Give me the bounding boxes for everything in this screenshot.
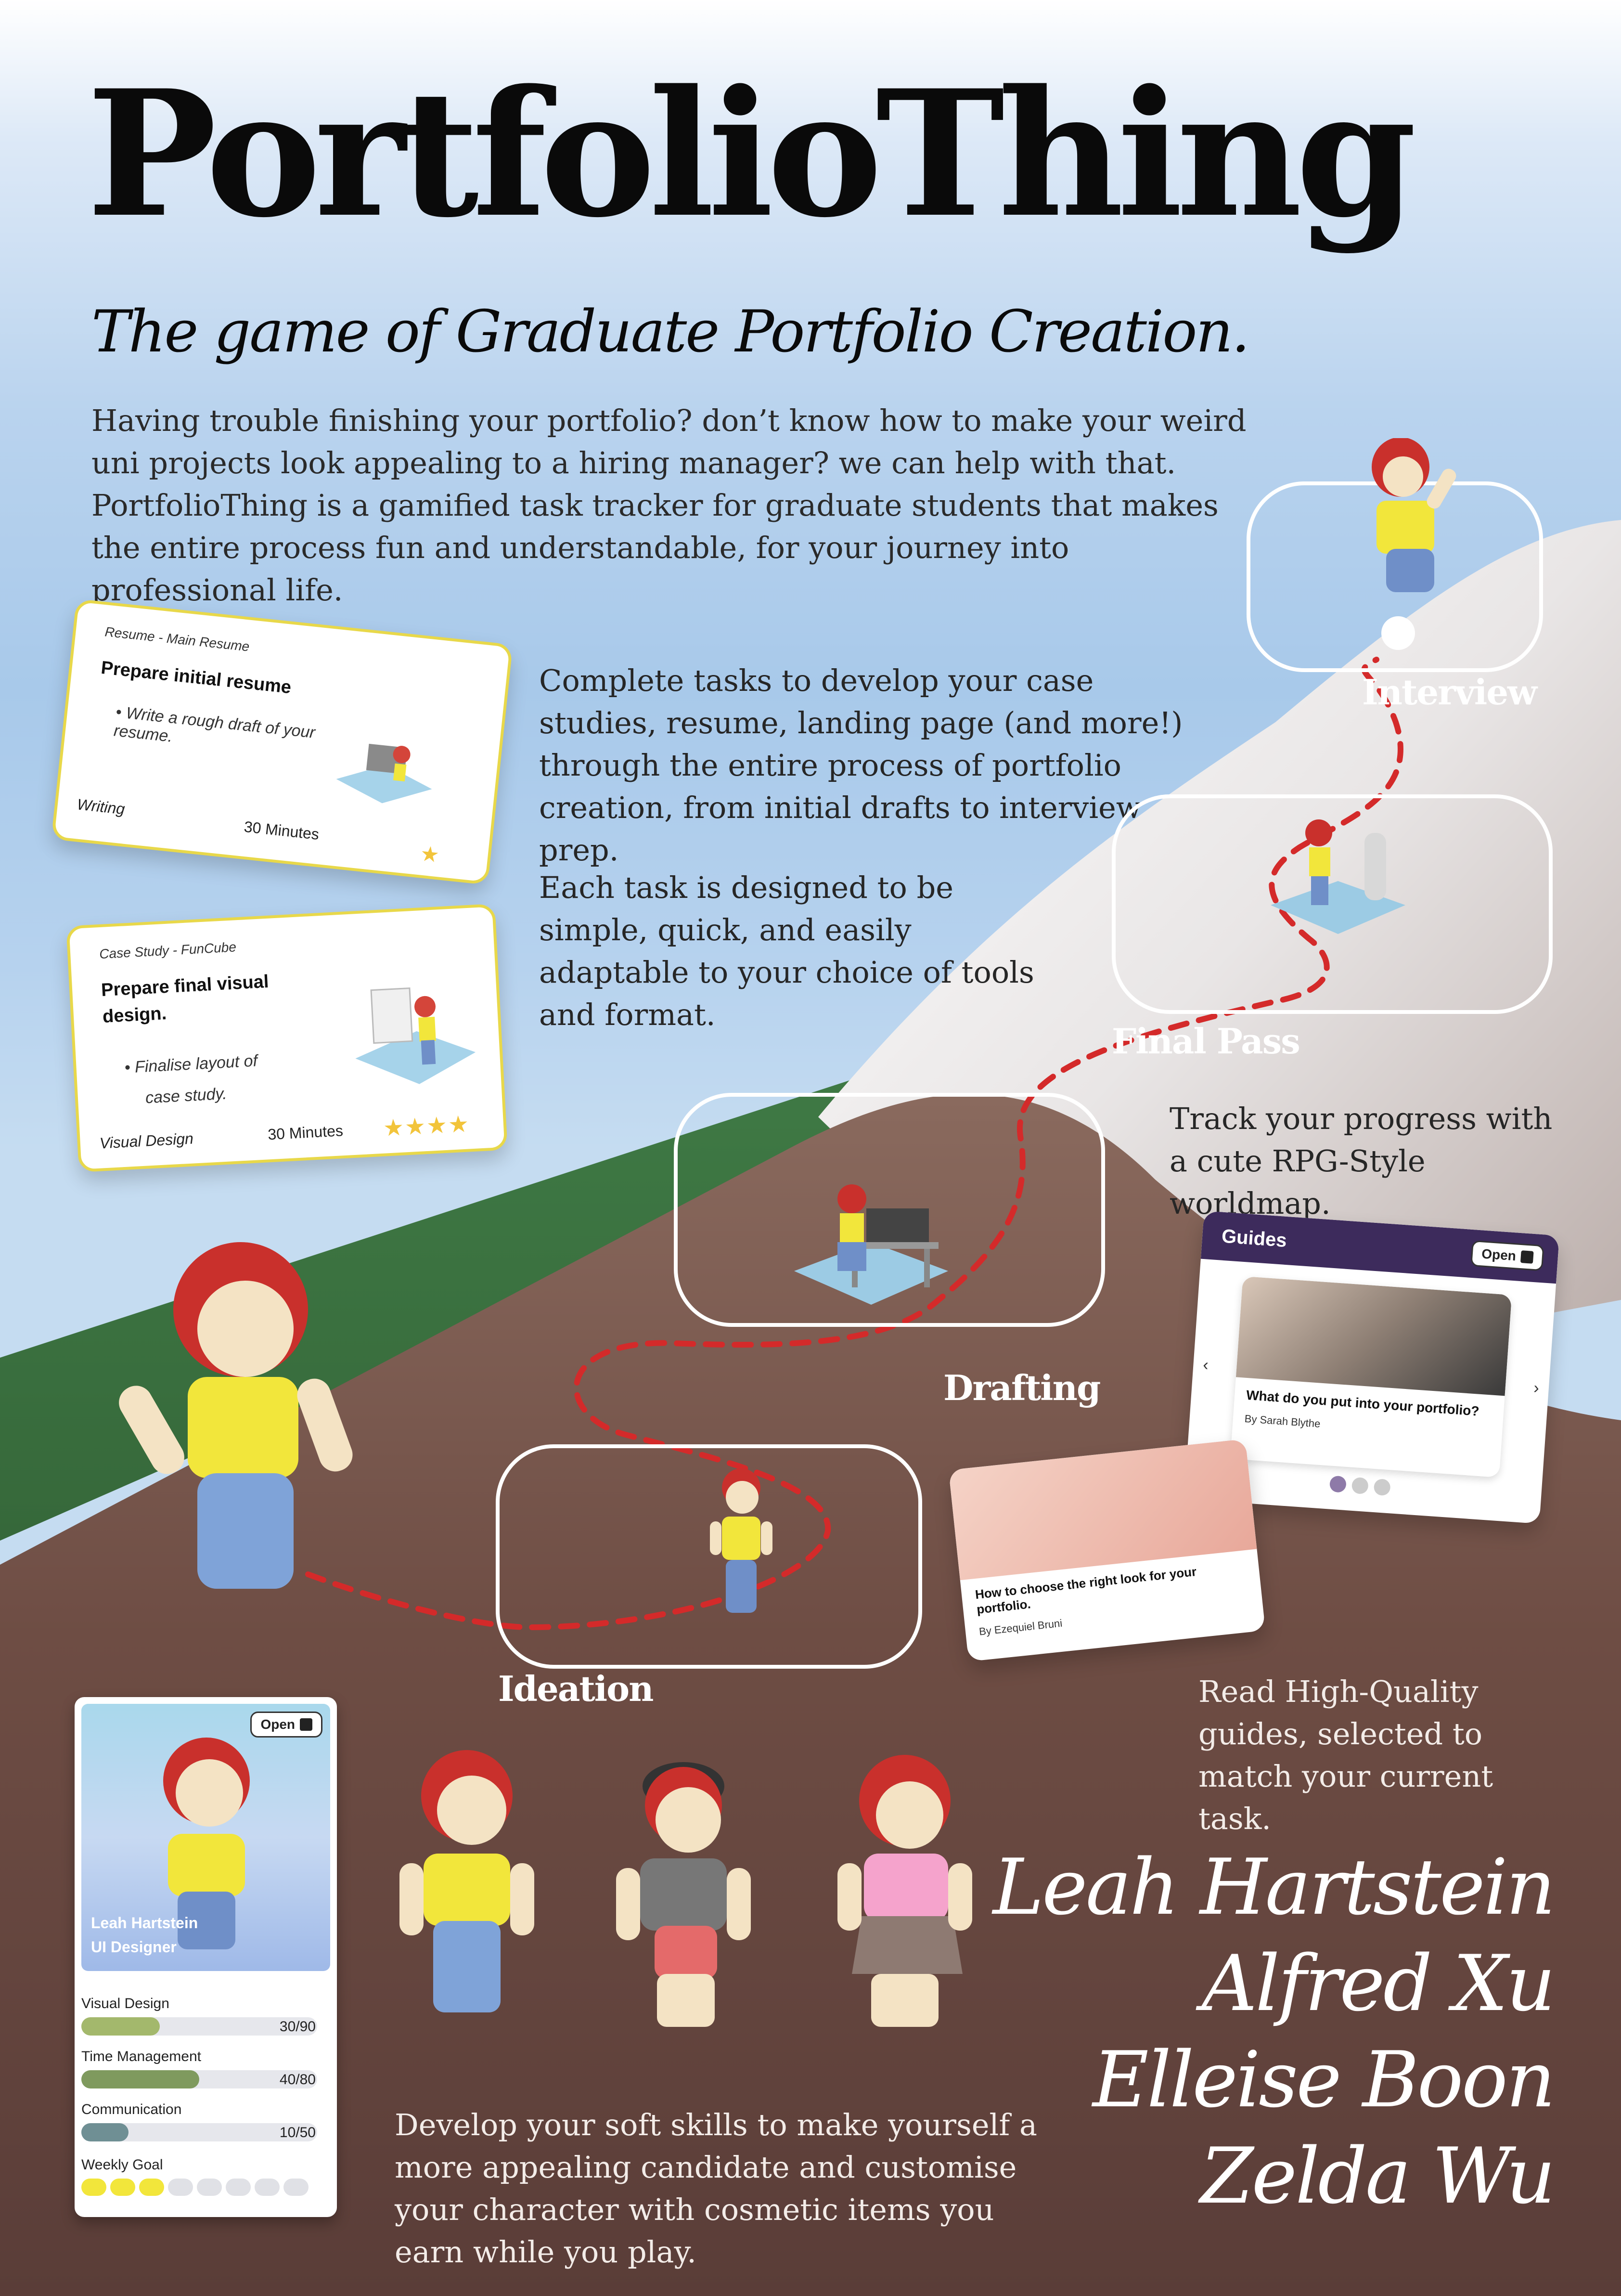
character-ideation <box>703 1464 780 1629</box>
guides-title: Guides <box>1221 1225 1288 1251</box>
tasks-description: Complete tasks to develop your case stud… <box>539 663 1183 868</box>
external-link-icon <box>300 1718 312 1731</box>
character-lineup <box>395 1748 1001 2058</box>
avatar <box>163 1738 250 1949</box>
task-duration: 30 Minutes <box>243 817 320 843</box>
weekly-goal-row: Weekly Goal <box>75 2157 337 2205</box>
team-names: Leah Hartstein Alfred Xu Elleise Boon Ze… <box>992 1839 1556 2224</box>
skill-value: 40/80 <box>279 2072 316 2088</box>
task-duration: 30 Minutes <box>267 1122 344 1143</box>
stage-frame-final-pass[interactable] <box>1112 794 1553 1014</box>
team-member: Zelda Wu <box>1200 2131 1556 2221</box>
team-member: Elleise Boon <box>1093 2035 1556 2125</box>
carousel-dots[interactable] <box>1329 1475 1391 1496</box>
external-link-icon <box>1520 1250 1534 1264</box>
task-skill: Visual Design <box>99 1129 194 1152</box>
character-yellow-shirt <box>399 1750 534 2012</box>
easel-illustration <box>341 965 482 1097</box>
tasks-adaptable-text: Each task is designed to be simple, quic… <box>539 870 1034 1032</box>
profile-card[interactable]: Leah Hartstein UI Designer Open Visual D… <box>75 1697 337 2217</box>
skill-label: Time Management <box>81 2049 201 2064</box>
task-bullet: • Write a rough draft of your resume. <box>113 702 316 746</box>
stage-frame-drafting[interactable] <box>674 1093 1105 1327</box>
guides-open-button[interactable]: Open <box>1470 1240 1544 1271</box>
guides-caption: Read High-Quality guides, selected to ma… <box>1198 1674 1493 1836</box>
guide-card[interactable]: How to choose the right look for your po… <box>948 1439 1266 1662</box>
skill-row-time-management: Time Management 40/80 <box>75 2049 337 2097</box>
stage-frame-ideation[interactable] <box>496 1444 922 1669</box>
final-pass-diorama <box>1261 809 1415 955</box>
profile-open-button[interactable]: Open <box>250 1712 322 1738</box>
weekly-goal-pill <box>283 2179 309 2196</box>
weekly-goal-pill <box>81 2179 106 2196</box>
skill-value: 30/90 <box>279 2019 316 2035</box>
task-card-resume[interactable]: Resume - Main Resume Prepare initial res… <box>51 598 513 885</box>
task-title-line2: design. <box>102 1003 167 1027</box>
weekly-goal-pill <box>226 2179 251 2196</box>
skill-progress-fill <box>81 2123 129 2141</box>
stage-label-drafting: Drafting <box>943 1367 1101 1408</box>
task-card-case-study[interactable]: Case Study - FunCube Prepare final visua… <box>66 904 508 1172</box>
waypoint-interview <box>1381 616 1415 650</box>
task-category: Resume - Main Resume <box>104 624 250 654</box>
weekly-goal-label: Weekly Goal <box>81 2157 163 2173</box>
profile-name: Leah Hartstein <box>91 1914 198 1932</box>
weekly-goal-pill <box>139 2179 164 2196</box>
open-label: Open <box>1481 1246 1517 1264</box>
profile-role: UI Designer <box>91 1938 177 1956</box>
skill-label: Communication <box>81 2101 182 2117</box>
open-label: Open <box>260 1717 295 1732</box>
skill-progress-fill <box>81 2017 160 2036</box>
weekly-goal-pill <box>255 2179 280 2196</box>
skill-progress-bar <box>81 2070 317 2088</box>
stage-label-final-pass: Final Pass <box>1112 1021 1300 1062</box>
weekly-goal-pill <box>168 2179 193 2196</box>
team-member: Alfred Xu <box>1201 1938 1556 2028</box>
skill-label: Visual Design <box>81 1996 169 2011</box>
team-member: Leah Hartstein <box>992 1842 1556 1932</box>
app-subtitle: The game of Graduate Portfolio Creation. <box>91 298 1250 365</box>
app-title: PortfolioThing <box>87 52 1417 256</box>
skill-row-visual-design: Visual Design 30/90 <box>75 1996 337 2044</box>
skill-progress-bar <box>81 2017 317 2036</box>
skill-row-communication: Communication 10/50 <box>75 2101 337 2150</box>
map-caption: Track your progress with a cute RPG-Styl… <box>1170 1101 1553 1221</box>
progress-path <box>305 657 1403 1631</box>
task-title: Prepare initial resume <box>100 657 293 698</box>
weekly-goal-pill <box>110 2179 135 2196</box>
character-pink-shirt <box>837 1755 972 2027</box>
task-category: Case Study - FunCube <box>99 939 237 962</box>
star-rating: ★★★★ <box>382 1111 471 1142</box>
stage-label-interview: Interview <box>1362 672 1537 713</box>
chevron-left-icon[interactable]: ‹ <box>1202 1355 1209 1375</box>
character-running <box>106 1237 375 1624</box>
character-cap-grey-shirt <box>616 1762 751 2027</box>
skill-progress-fill <box>81 2070 199 2088</box>
chevron-right-icon[interactable]: › <box>1533 1378 1540 1398</box>
task-bullet-line2: case study. <box>145 1084 228 1107</box>
weekly-goal-tracker <box>81 2179 309 2196</box>
skill-value: 10/50 <box>279 2125 316 2140</box>
skills-caption: Develop your soft skills to make yoursel… <box>395 2107 1037 2270</box>
guide-article-card[interactable]: What do you put into your portfolio? By … <box>1230 1276 1512 1478</box>
intro-paragraph: Having trouble finishing your portfolio?… <box>91 403 1247 608</box>
desk-illustration <box>328 721 443 818</box>
task-skill: Writing <box>76 795 126 818</box>
drafting-diorama <box>785 1165 958 1321</box>
profile-portrait: Leah Hartstein UI Designer <box>81 1704 330 1971</box>
character-climbing <box>1343 437 1468 604</box>
star-rating: ★ <box>419 842 441 868</box>
task-title-line1: Prepare final visual <box>101 971 270 1001</box>
weekly-goal-pill <box>197 2179 222 2196</box>
task-bullet-line1: • Finalise layout of <box>124 1051 258 1077</box>
profile-identity: Leah Hartstein UI Designer <box>91 1911 198 1959</box>
stage-label-ideation: Ideation <box>498 1668 654 1709</box>
skill-progress-bar <box>81 2123 317 2141</box>
article-image <box>1235 1276 1512 1396</box>
